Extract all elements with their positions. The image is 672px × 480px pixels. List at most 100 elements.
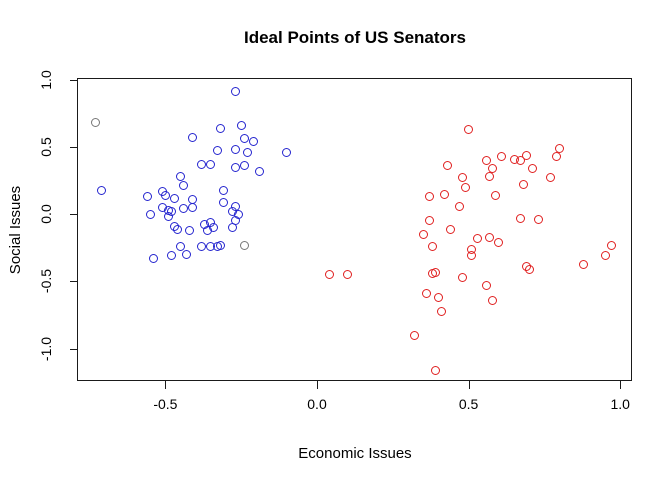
data-point-red-cluster <box>445 224 455 234</box>
data-point-blue-cluster <box>170 193 179 203</box>
y-axis-label: Social Issues <box>7 185 24 275</box>
y-axis-tick <box>69 79 78 81</box>
data-point-red-cluster <box>606 240 616 250</box>
y-axis-tick-label: -1.0 <box>38 336 54 361</box>
data-point-red-cluster <box>533 215 543 225</box>
data-point-blue-cluster <box>254 166 264 176</box>
data-point-blue-cluster <box>212 146 222 156</box>
data-point-gray-points <box>239 240 249 250</box>
data-point-red-cluster <box>600 251 610 261</box>
data-point-red-cluster <box>455 201 464 211</box>
y-axis-tick-label: 1.0 <box>38 69 54 90</box>
data-point-blue-cluster <box>185 225 195 235</box>
data-point-red-cluster <box>439 189 449 199</box>
y-axis-tick <box>69 281 78 283</box>
data-point-red-cluster <box>442 161 452 171</box>
data-point-blue-cluster <box>188 133 198 142</box>
x-axis-tick <box>317 381 318 389</box>
data-point-blue-cluster <box>209 223 219 233</box>
y-axis-tick-label: 0.0 <box>38 204 54 224</box>
data-point-red-cluster <box>421 289 431 299</box>
data-point-red-cluster <box>458 173 467 183</box>
x-axis-tick <box>468 381 470 389</box>
data-point-blue-cluster <box>167 251 176 261</box>
y-axis-tick <box>69 214 78 216</box>
data-point-blue-cluster <box>236 120 246 130</box>
data-point-red-cluster <box>521 150 531 160</box>
data-point-blue-cluster <box>160 190 170 200</box>
data-point-red-cluster <box>482 281 492 290</box>
data-point-red-cluster <box>436 306 446 316</box>
data-point-red-cluster <box>488 163 498 173</box>
data-point-blue-cluster <box>230 87 240 97</box>
data-point-red-cluster <box>552 151 561 161</box>
chart-title: Ideal Points of US Senators <box>244 28 466 47</box>
data-point-blue-cluster <box>179 204 189 214</box>
data-point-red-cluster <box>461 182 471 192</box>
data-point-blue-cluster <box>176 172 186 181</box>
data-point-blue-cluster <box>176 242 186 251</box>
data-point-red-cluster <box>497 151 507 161</box>
data-point-blue-cluster <box>206 159 216 169</box>
data-point-blue-cluster <box>248 137 258 146</box>
data-point-blue-cluster <box>179 181 189 191</box>
data-point-blue-cluster <box>197 242 207 251</box>
data-point-red-cluster <box>464 124 474 134</box>
data-point-blue-cluster <box>148 254 158 264</box>
x-axis-tick <box>620 381 622 389</box>
data-point-red-cluster <box>485 232 495 242</box>
x-axis-tick <box>165 381 167 389</box>
data-point-blue-cluster <box>97 185 107 195</box>
data-point-blue-cluster <box>282 147 292 157</box>
y-axis-tick <box>69 348 78 350</box>
plot-area <box>77 78 632 381</box>
x-axis-tick-label: 1.0 <box>610 396 630 412</box>
data-point-red-cluster <box>324 270 334 280</box>
data-point-red-cluster <box>518 180 528 190</box>
data-point-blue-cluster <box>230 145 240 155</box>
data-point-blue-cluster <box>142 192 152 202</box>
data-point-blue-cluster <box>230 162 240 172</box>
data-point-red-cluster <box>485 172 495 181</box>
data-point-red-cluster <box>491 190 501 200</box>
data-point-red-cluster <box>545 173 555 183</box>
data-point-red-cluster <box>482 155 492 165</box>
data-point-blue-cluster <box>218 197 228 207</box>
data-point-red-cluster <box>430 267 440 277</box>
data-point-red-cluster <box>418 229 428 239</box>
data-point-red-cluster <box>467 251 477 261</box>
data-point-red-cluster <box>342 270 352 280</box>
data-point-red-cluster <box>488 295 498 305</box>
data-point-red-cluster <box>579 259 589 269</box>
data-point-red-cluster <box>527 163 537 173</box>
data-point-red-cluster <box>409 330 419 340</box>
x-axis-tick-label: -0.5 <box>153 396 178 412</box>
data-point-red-cluster <box>458 272 467 282</box>
data-point-blue-cluster <box>145 209 155 219</box>
x-axis-label: Economic Issues <box>298 445 412 462</box>
data-point-red-cluster <box>515 213 525 223</box>
data-point-blue-cluster <box>215 240 225 250</box>
data-point-blue-cluster <box>242 147 252 157</box>
data-point-red-cluster <box>515 155 525 165</box>
data-point-red-cluster <box>430 365 440 375</box>
data-point-red-cluster <box>473 233 483 243</box>
data-point-blue-cluster <box>197 159 207 169</box>
data-point-red-cluster <box>524 264 534 274</box>
data-point-red-cluster <box>433 293 443 303</box>
y-axis-tick-label: -0.5 <box>38 269 54 294</box>
data-point-blue-cluster <box>239 134 249 144</box>
data-point-blue-cluster <box>182 250 192 259</box>
data-point-red-cluster <box>424 216 434 226</box>
data-point-red-cluster <box>424 192 434 202</box>
data-point-red-cluster <box>494 237 504 247</box>
data-point-blue-cluster <box>164 212 173 222</box>
data-point-blue-cluster <box>188 203 198 212</box>
data-point-blue-cluster <box>227 223 237 233</box>
x-axis-tick-label: 0.5 <box>458 396 479 412</box>
data-point-blue-cluster <box>173 224 182 234</box>
x-axis-tick-label: 0.0 <box>307 396 327 412</box>
data-point-blue-cluster <box>218 185 228 195</box>
y-axis-tick <box>69 146 78 148</box>
